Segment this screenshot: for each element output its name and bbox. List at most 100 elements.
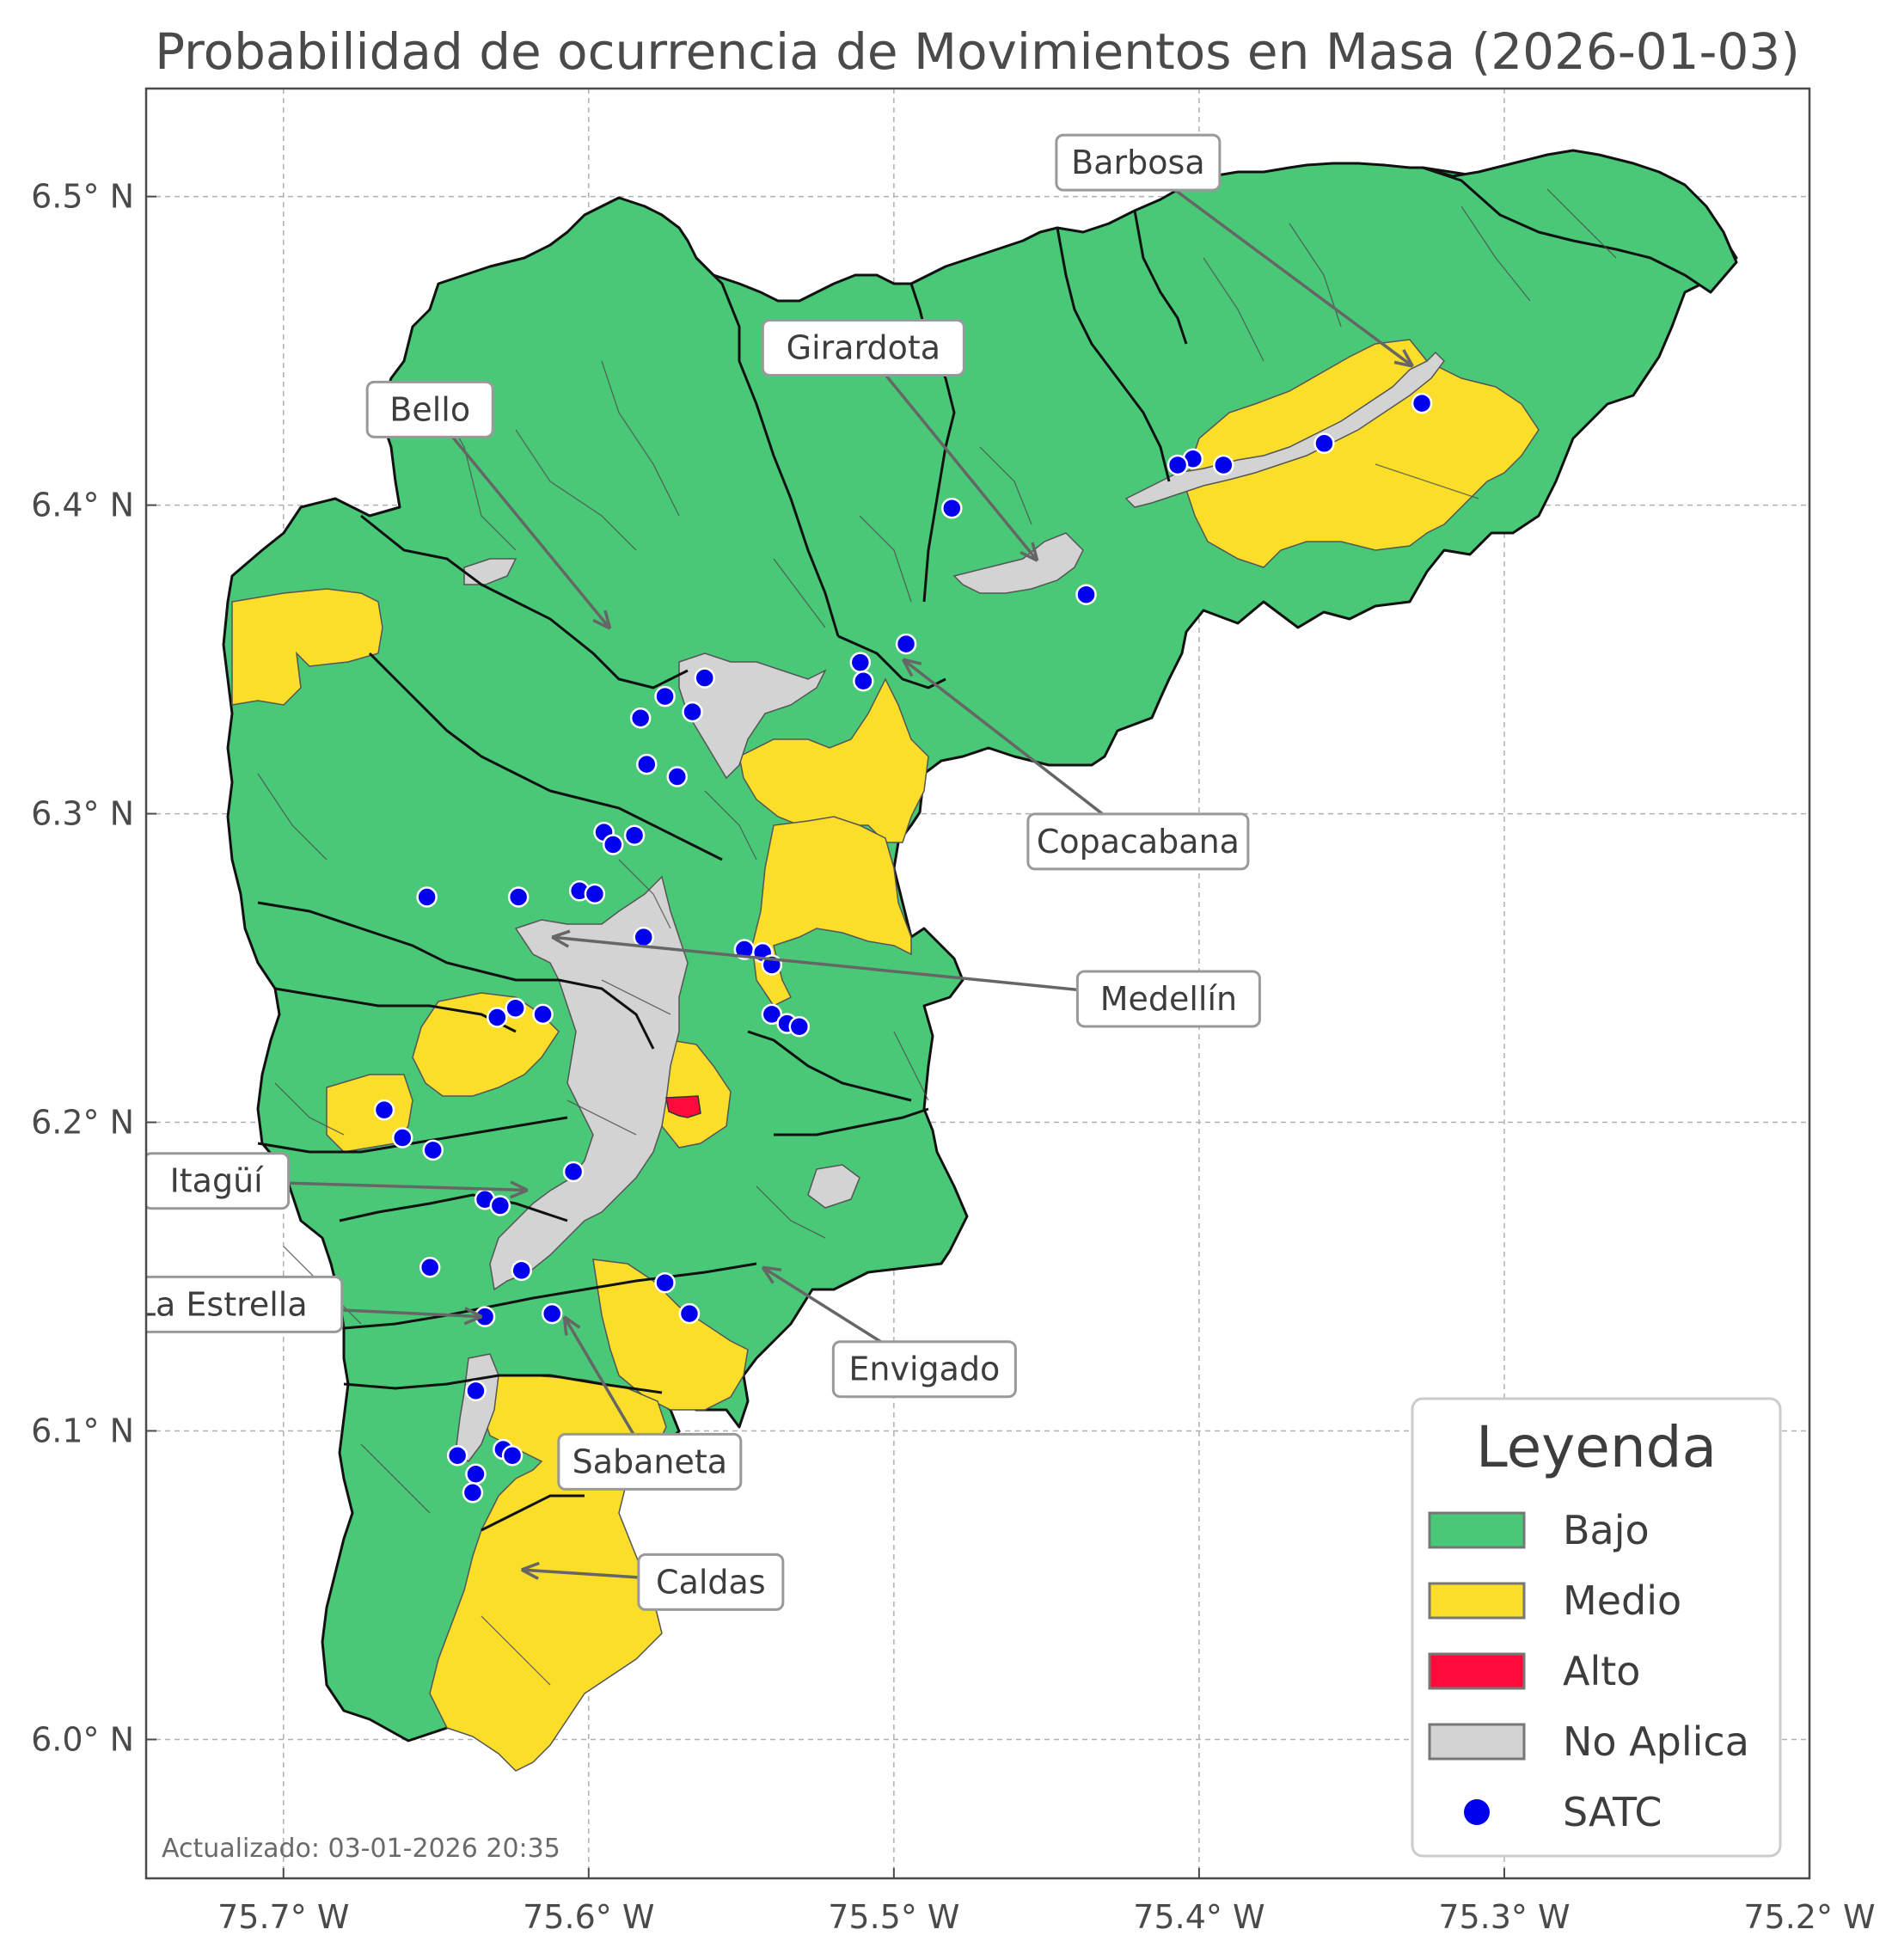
lat-tick-label: 6.3° N bbox=[31, 795, 134, 833]
callout-box bbox=[557, 1432, 743, 1491]
callout-arrow-head bbox=[463, 1307, 483, 1326]
region-no-aplica-bello bbox=[678, 652, 827, 780]
municipality-callout: Caldas bbox=[520, 1553, 785, 1611]
satc-station-marker bbox=[654, 685, 676, 707]
legend-item: Alto bbox=[1428, 1648, 1640, 1694]
lon-tick-label: 75.3° W bbox=[1438, 1898, 1570, 1936]
legend-swatch bbox=[1428, 1652, 1526, 1690]
region-medio-copacabana bbox=[738, 677, 929, 844]
satc-station-marker bbox=[505, 997, 526, 1019]
satc-station-marker bbox=[391, 1127, 413, 1148]
region-no-aplica-bello-north bbox=[463, 558, 517, 585]
satc-station-marker bbox=[465, 1463, 487, 1485]
satc-station-marker bbox=[1075, 584, 1097, 605]
callout-arrow bbox=[552, 935, 1169, 1001]
satc-station-marker bbox=[419, 1256, 441, 1278]
legend-satc-dot bbox=[1464, 1799, 1490, 1825]
municipality-callout: Envigado bbox=[761, 1265, 1017, 1399]
legend: Leyenda Bajo Medio Alto No Aplica SATC bbox=[1411, 1397, 1782, 1858]
legend-label: Medio bbox=[1563, 1577, 1681, 1624]
satc-station-marker bbox=[694, 667, 715, 689]
region-no-aplica-barbosa bbox=[1124, 351, 1445, 508]
callout-label: Bello bbox=[389, 390, 470, 428]
satc-station-marker bbox=[1313, 432, 1335, 455]
satc-station-marker bbox=[633, 926, 654, 948]
legend-swatch bbox=[1428, 1723, 1526, 1761]
satc-stations bbox=[373, 392, 1433, 1504]
satc-station-marker bbox=[761, 1003, 783, 1026]
municipality-callout: Girardota bbox=[761, 319, 1039, 562]
legend-label: SATC bbox=[1563, 1789, 1662, 1835]
municipality-callout: Sabaneta bbox=[557, 1315, 743, 1491]
callout-arrow bbox=[862, 346, 1039, 562]
callout-arrow bbox=[428, 408, 612, 630]
callout-label: Envigado bbox=[848, 1351, 1000, 1388]
map-layers: Barbosa Girardota Bello Copacabana Medellín I… bbox=[138, 133, 1738, 1772]
satc-station-marker bbox=[562, 1161, 585, 1183]
satc-station-marker bbox=[465, 1380, 487, 1402]
plot-frame bbox=[144, 87, 1811, 1880]
callout-box bbox=[1075, 970, 1261, 1028]
callout-box bbox=[365, 380, 494, 438]
legend-swatch bbox=[1428, 1582, 1526, 1620]
lat-tick-label: 6.4° N bbox=[31, 487, 134, 524]
region-no-aplica-girardota bbox=[952, 532, 1084, 594]
callout-arrow-head bbox=[520, 1561, 540, 1580]
callout-label: Caldas bbox=[656, 1563, 766, 1601]
lon-tick-label: 75.5° W bbox=[828, 1898, 959, 1936]
municipality-callout: Medellín bbox=[551, 929, 1261, 1028]
satc-station-marker bbox=[462, 1482, 484, 1504]
lon-tick-label: 75.6° W bbox=[523, 1898, 654, 1936]
callout-label: Copacabana bbox=[1037, 823, 1240, 861]
satc-station-marker bbox=[446, 1444, 468, 1467]
legend-item: Medio bbox=[1428, 1577, 1681, 1624]
callout-arrow bbox=[1136, 161, 1414, 368]
municipality-callout: Copacabana bbox=[901, 658, 1250, 871]
satc-station-marker bbox=[1213, 454, 1234, 476]
municipality-callout: La Estrella bbox=[138, 1275, 483, 1333]
legend-item: SATC bbox=[1464, 1789, 1662, 1835]
satc-station-marker bbox=[487, 1007, 508, 1028]
lat-tick-label: 6.1° N bbox=[31, 1412, 134, 1450]
subdivision-lines bbox=[257, 188, 1617, 1686]
callout-label: Barbosa bbox=[1071, 144, 1204, 181]
callout-arrow-head bbox=[901, 658, 922, 677]
callout-label: Girardota bbox=[787, 329, 940, 367]
legend-title: Leyenda bbox=[1476, 1414, 1717, 1480]
latitude-axis: 6.5° N 6.4° N 6.3° N 6.2° N 6.1° N 6.0° N bbox=[31, 178, 156, 1758]
callout-box bbox=[146, 1152, 291, 1210]
satc-station-marker bbox=[541, 1302, 563, 1325]
region-medio-west bbox=[231, 588, 383, 706]
region-medio-east bbox=[751, 816, 912, 1007]
satc-station-marker bbox=[895, 633, 917, 655]
callout-arrow-head bbox=[1393, 349, 1414, 368]
callout-label: Medellín bbox=[1100, 980, 1237, 1018]
satc-station-marker bbox=[416, 886, 438, 908]
satc-station-marker bbox=[511, 1259, 532, 1282]
legend-label: Alto bbox=[1563, 1648, 1640, 1694]
satc-station-marker bbox=[666, 766, 689, 787]
satc-station-marker bbox=[623, 824, 646, 846]
region-medio-sabaneta bbox=[592, 1259, 749, 1411]
satc-station-marker bbox=[636, 753, 658, 775]
satc-station-marker bbox=[654, 1271, 676, 1294]
callout-box bbox=[637, 1553, 785, 1611]
callout-label: La Estrella bbox=[138, 1285, 308, 1323]
satc-station-marker bbox=[1166, 454, 1189, 476]
callout-arrow bbox=[902, 658, 1139, 843]
region-no-aplica-envigado bbox=[807, 1164, 860, 1209]
municipality-callout: Barbosa bbox=[1055, 133, 1414, 368]
callout-arrow-head bbox=[509, 1180, 529, 1199]
lat-tick-label: 6.5° N bbox=[31, 178, 134, 216]
satc-station-marker bbox=[422, 1139, 444, 1161]
municipality-callouts: Barbosa Girardota Bello Copacabana Medellín I… bbox=[138, 133, 1414, 1611]
municipal-boundaries bbox=[257, 210, 1188, 1532]
callout-label: Itagüí bbox=[170, 1162, 265, 1200]
satc-station-marker bbox=[788, 1016, 811, 1038]
callout-arrow-head bbox=[761, 1265, 782, 1284]
callout-box bbox=[761, 319, 965, 377]
region-alto bbox=[665, 1095, 701, 1118]
longitude-axis: 75.7° W 75.6° W 75.5° W 75.4° W 75.3° W 75.2°… bbox=[217, 1868, 1876, 1936]
legend-item: No Aplica bbox=[1428, 1718, 1749, 1765]
